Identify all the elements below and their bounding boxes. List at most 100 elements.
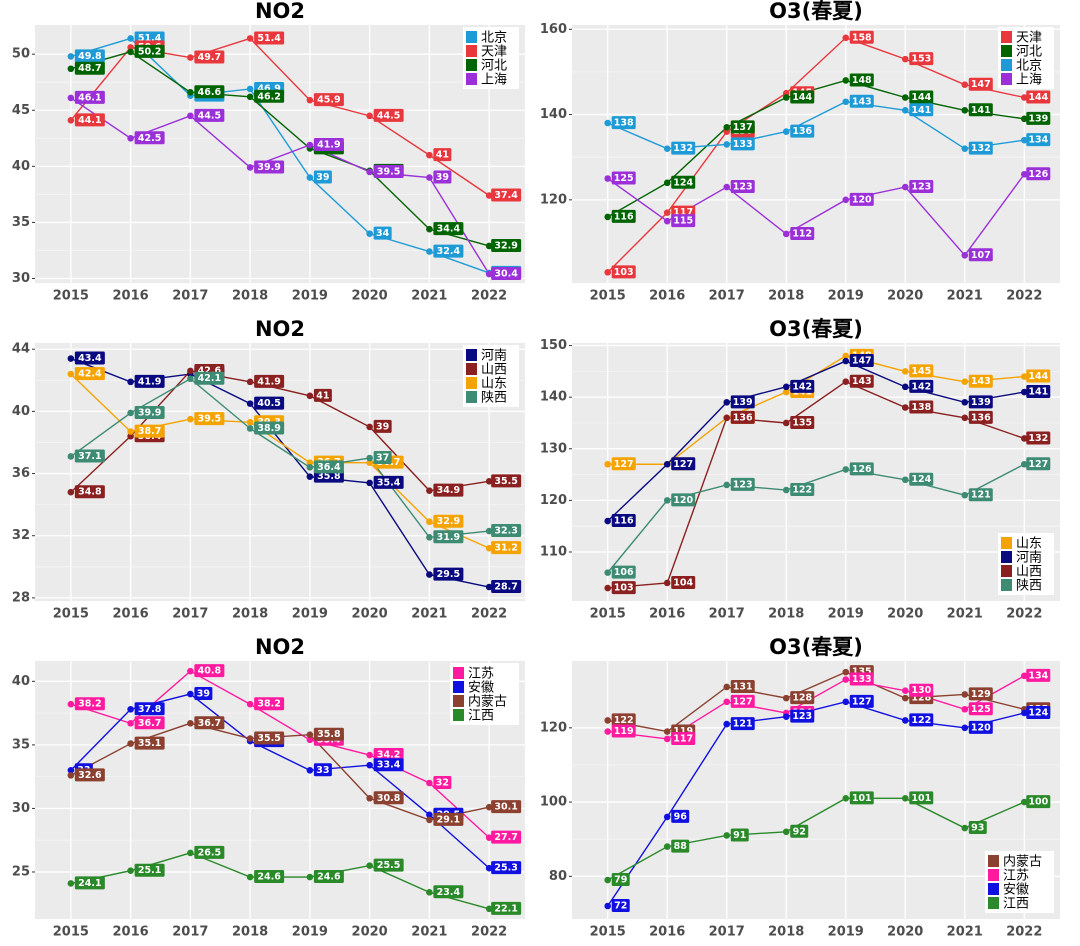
value-label: 119	[673, 726, 693, 737]
value-label-box	[433, 812, 464, 826]
legend-label: 内蒙古	[1003, 854, 1042, 870]
data-point	[127, 432, 134, 440]
value-label-box	[730, 477, 755, 491]
data-point	[901, 368, 909, 375]
value-label: 34	[376, 228, 390, 239]
value-label-box	[909, 180, 934, 194]
value-label-box	[611, 873, 630, 887]
value-label-box	[671, 457, 696, 471]
value-label: 133	[733, 139, 753, 150]
value-label: 34.2	[377, 750, 400, 761]
data-point	[127, 719, 134, 727]
data-point	[901, 694, 909, 702]
value-label-box	[968, 141, 993, 155]
panel: O3(春夏) 120 140 160 2015 2016 2017 2018 2019 2020 2…	[540, 0, 1060, 304]
value-label: 147	[971, 79, 991, 90]
x-tick-label: 2021	[411, 289, 447, 304]
legend-label: 江苏	[468, 666, 494, 682]
data-point	[723, 399, 731, 406]
data-point	[306, 96, 314, 104]
data-point	[901, 94, 909, 101]
value-label-box	[790, 483, 815, 497]
value-label: 51.4	[257, 33, 281, 44]
value-label-box	[730, 395, 755, 409]
legend-swatch	[453, 681, 464, 693]
value-label: 30.4	[494, 269, 518, 280]
value-label: 134	[1028, 670, 1048, 681]
value-label-box	[968, 488, 993, 502]
value-label: 117	[673, 733, 693, 744]
value-label: 132	[971, 143, 991, 154]
data-point	[306, 459, 314, 466]
value-label-box	[849, 73, 874, 87]
value-label-box	[1026, 705, 1051, 719]
y-tick-label: 44	[12, 342, 30, 357]
value-label: 93	[971, 823, 984, 834]
data-point	[246, 400, 254, 407]
value-label: 39	[316, 172, 329, 183]
value-label-box	[254, 89, 285, 103]
data-point	[1020, 94, 1028, 101]
value-label-box	[968, 702, 993, 716]
value-label: 158	[852, 32, 872, 43]
x-tick-label: 2019	[828, 925, 864, 940]
value-label: 27.7	[494, 832, 517, 843]
data-point	[961, 705, 969, 713]
value-label-box	[433, 148, 452, 162]
data-point	[901, 383, 909, 391]
value-label: 143	[971, 376, 991, 387]
data-point	[604, 569, 612, 576]
value-label: 41	[316, 390, 329, 401]
data-point	[246, 700, 254, 708]
value-label-box	[433, 567, 464, 581]
value-label-box	[74, 113, 105, 127]
value-label: 123	[792, 711, 812, 722]
value-label-box	[730, 137, 755, 151]
data-point	[306, 873, 314, 881]
data-point	[426, 248, 433, 255]
value-label: 104	[673, 577, 693, 588]
value-label-box	[671, 731, 696, 745]
value-label: 31.2	[494, 543, 517, 554]
value-label-box	[254, 697, 285, 711]
data-point	[187, 667, 194, 675]
value-label: 88	[674, 841, 688, 852]
value-label: 43.4	[78, 353, 102, 364]
value-label: 132	[673, 143, 693, 154]
value-label-box	[968, 103, 993, 117]
value-label-box	[611, 713, 636, 727]
legend-swatch	[466, 73, 477, 85]
value-label: 24.1	[78, 878, 101, 889]
chart-title: O3(春夏)	[769, 317, 863, 341]
series-line	[607, 701, 1025, 907]
value-label: 121	[733, 719, 753, 730]
value-label: 23.4	[437, 887, 461, 898]
x-tick-label: 2022	[1006, 607, 1042, 622]
value-label-box	[254, 31, 285, 45]
data-point	[604, 902, 612, 910]
value-label: 139	[733, 397, 753, 408]
data-point	[961, 724, 969, 732]
data-point	[426, 518, 433, 526]
data-point	[187, 849, 194, 857]
data-point	[961, 824, 969, 832]
value-label-box	[74, 49, 105, 63]
value-label: 41	[436, 150, 449, 161]
value-label: 137	[733, 122, 753, 133]
value-label-box	[134, 405, 165, 419]
chart-title: O3(春夏)	[769, 635, 863, 659]
legend-label: 江苏	[1003, 868, 1029, 884]
value-label: 46.9	[257, 83, 280, 94]
chart-title: O3(春夏)	[769, 0, 863, 23]
legend-swatch	[466, 391, 477, 403]
value-label-box	[313, 388, 332, 402]
value-label: 135	[792, 417, 812, 428]
value-label-box	[849, 694, 874, 708]
data-point	[782, 128, 790, 135]
value-label: 42.4	[78, 369, 102, 380]
value-label-box	[491, 901, 522, 915]
value-label: 129	[971, 689, 991, 700]
value-label-box	[849, 374, 874, 388]
value-label-box	[968, 687, 993, 701]
x-tick-label: 2019	[292, 925, 328, 940]
